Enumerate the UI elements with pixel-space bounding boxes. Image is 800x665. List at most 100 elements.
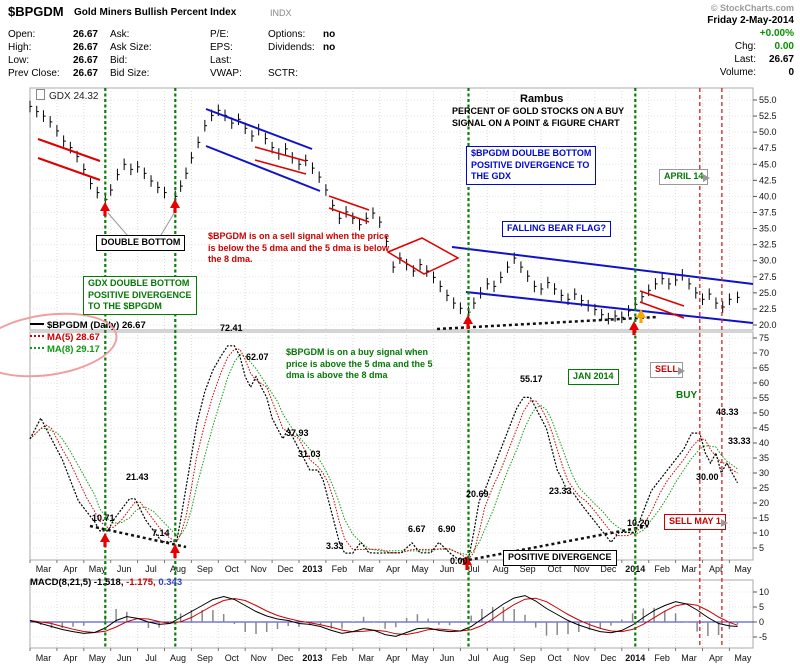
svg-text:Mar: Mar — [36, 564, 52, 574]
svg-text:Apr: Apr — [709, 653, 723, 663]
quote-label: Bid Size: — [110, 68, 150, 79]
svg-text:Mar: Mar — [681, 564, 697, 574]
svg-text:Jun: Jun — [117, 653, 132, 663]
svg-text:Oct: Oct — [225, 653, 240, 663]
quote-date: Friday 2-May-2014 — [707, 15, 794, 26]
svg-text:55.0: 55.0 — [759, 95, 777, 105]
svg-text:2013: 2013 — [302, 564, 322, 574]
quote-label: Prev Close: — [8, 68, 60, 79]
svg-text:40.0: 40.0 — [759, 191, 777, 201]
quote-value: no — [323, 29, 336, 40]
trend-lines — [37, 108, 754, 563]
svg-text:Dec: Dec — [600, 564, 617, 574]
ma5-legend: MA(5) 28.67 — [47, 332, 100, 343]
svg-text:Oct: Oct — [548, 653, 563, 663]
quote-field: Ask Size: — [110, 41, 162, 54]
svg-text:Mar: Mar — [359, 564, 375, 574]
quote-label: Options: — [268, 29, 306, 40]
svg-text:Apr: Apr — [386, 653, 400, 663]
quote-label: Volume: — [719, 67, 756, 78]
gdx-label-text: GDX 24.32 — [49, 91, 99, 102]
up-arrows — [100, 199, 646, 570]
svg-text:May: May — [734, 564, 752, 574]
svg-text:Jul: Jul — [468, 564, 480, 574]
quote-label: SCTR: — [268, 68, 298, 79]
security-name: Gold Miners Bullish Percent Index — [74, 7, 237, 18]
quote-grid: Open: 26.67 High: 26.67 Low: 26.67 Prev Close:… — [8, 28, 608, 84]
quote-column: Options: no Dividends: no SCTR: — [268, 28, 335, 80]
svg-text:75: 75 — [759, 333, 769, 343]
svg-text:Sep: Sep — [197, 653, 213, 663]
svg-text:Nov: Nov — [251, 653, 268, 663]
svg-text:65: 65 — [759, 363, 769, 373]
svg-text:May: May — [734, 653, 752, 663]
quote-column: Open: 26.67 High: 26.67 Low: 26.67 Prev Close:… — [8, 28, 98, 80]
quote-value: 26.67 — [72, 29, 98, 40]
svg-text:May: May — [412, 653, 430, 663]
quote-field: Prev Close: 26.67 — [8, 67, 98, 80]
svg-text:50.0: 50.0 — [759, 127, 777, 137]
quote-field: P/E: — [210, 28, 246, 41]
quote-value: 0.00 — [774, 41, 794, 52]
svg-text:Aug: Aug — [493, 653, 509, 663]
quote-field: Chg: 0.00 — [707, 40, 794, 53]
svg-text:25: 25 — [759, 483, 769, 493]
ma8-legend: MA(8) 29.17 — [47, 344, 100, 355]
svg-text:5: 5 — [759, 543, 764, 553]
quote-field: VWAP: — [210, 67, 246, 80]
svg-text:50: 50 — [759, 408, 769, 418]
svg-text:Jun: Jun — [440, 653, 455, 663]
svg-text:Jun: Jun — [117, 564, 132, 574]
ma8-line — [29, 354, 738, 556]
quote-field: High: 26.67 — [8, 41, 98, 54]
quote-field: Last: — [210, 54, 246, 67]
quote-field: Ask: — [110, 28, 162, 41]
svg-text:Oct: Oct — [548, 564, 563, 574]
svg-text:60: 60 — [759, 378, 769, 388]
quote-field: Last: 26.67 — [707, 53, 794, 66]
svg-text:Oct: Oct — [225, 564, 240, 574]
quote-column: P/E: EPS: Last: VWAP: — [210, 28, 246, 80]
macd-value: -1.518, — [93, 577, 124, 588]
quote-label: P/E: — [210, 29, 229, 40]
svg-text:Mar: Mar — [36, 653, 52, 663]
quote-label: Ask: — [110, 29, 130, 40]
bpgdm-line-swatch — [30, 323, 44, 325]
quote-value: no — [323, 42, 336, 53]
quote-field: Open: 26.67 — [8, 28, 98, 41]
macd-hist-value: 0.343 — [158, 577, 183, 588]
quote-field: Dividends: no — [268, 41, 335, 54]
svg-text:Apr: Apr — [386, 564, 400, 574]
svg-text:20: 20 — [759, 498, 769, 508]
quote-label: Bid: — [110, 55, 128, 66]
svg-text:45: 45 — [759, 423, 769, 433]
svg-text:Jun: Jun — [440, 564, 455, 574]
quote-label: High: — [8, 42, 32, 53]
svg-text:Jul: Jul — [145, 564, 157, 574]
svg-text:Nov: Nov — [573, 653, 590, 663]
svg-text:15: 15 — [759, 513, 769, 523]
svg-text:30: 30 — [759, 468, 769, 478]
svg-text:-5: -5 — [759, 632, 767, 642]
quote-label: Last: — [734, 54, 756, 65]
svg-text:May: May — [89, 564, 107, 574]
symbol: $BPGDM — [8, 4, 64, 19]
quote-field: Volume: 0 — [707, 66, 794, 79]
svg-text:Mar: Mar — [681, 653, 697, 663]
svg-text:Jul: Jul — [468, 653, 480, 663]
exchange-label: INDX — [270, 8, 292, 18]
quote-value: 26.67 — [72, 68, 98, 79]
svg-text:Aug: Aug — [170, 653, 186, 663]
svg-text:May: May — [412, 564, 430, 574]
macd-legend-label: MACD(8,21,5) — [30, 577, 92, 588]
macd-histogram — [40, 607, 739, 636]
svg-text:Apr: Apr — [63, 653, 77, 663]
svg-text:Feb: Feb — [654, 564, 670, 574]
svg-text:10: 10 — [759, 587, 769, 597]
quote-value: 26.67 — [72, 55, 98, 66]
svg-text:25.0: 25.0 — [759, 288, 777, 298]
svg-text:Sep: Sep — [520, 564, 536, 574]
quote-value: 26.67 — [72, 42, 98, 53]
svg-text:Aug: Aug — [493, 564, 509, 574]
chart-header: $BPGDM Gold Miners Bullish Percent Index… — [0, 0, 800, 86]
